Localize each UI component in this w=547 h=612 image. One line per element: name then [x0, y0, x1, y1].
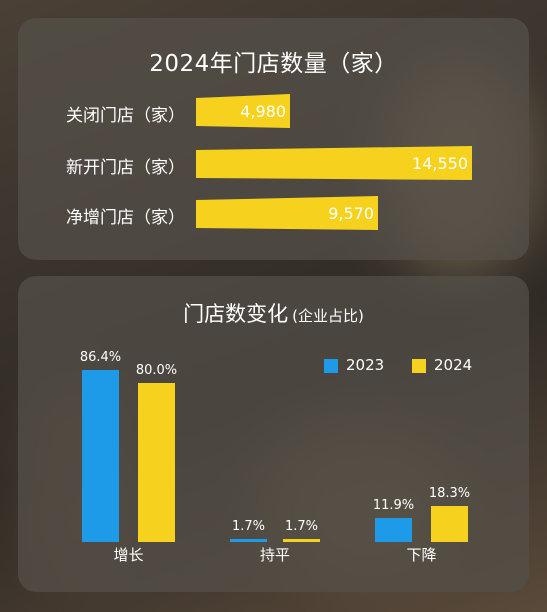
store-count-value-label: 9,570 — [328, 204, 374, 223]
store-count-value-label: 4,980 — [240, 102, 286, 121]
bar-下降-2024 — [431, 506, 468, 542]
bar-value-label: 18.3% — [428, 486, 471, 501]
category-label: 下降 — [406, 546, 437, 564]
store-change-panel: 门店数变化 (企业占比) 2023 2024 86.4% 80.0% 增长 1.7% 1.7… — [18, 276, 529, 592]
store-count-bar — [196, 146, 472, 180]
bar-下降-2023 — [375, 518, 412, 542]
legend-label-2024: 2024 — [434, 356, 473, 374]
store-count-bar — [196, 94, 290, 128]
legend-swatch-2024 — [412, 359, 426, 373]
store-count-panel: 2024年门店数量（家） 关闭门店（家） 4,980 新开门店（家） 14,550 净增… — [18, 18, 529, 260]
bar-持平-2023 — [230, 539, 267, 542]
store-count-value-label: 14,550 — [412, 154, 468, 173]
store-count-category-label: 关闭门店（家） — [66, 106, 185, 126]
bar-value-label: 86.4% — [79, 350, 122, 365]
store-count-bar — [196, 196, 378, 230]
bar-持平-2024 — [283, 539, 320, 542]
bar-增长-2024 — [138, 383, 175, 542]
bar-value-label: 80.0% — [135, 363, 178, 378]
bar-value-label: 1.7% — [231, 519, 266, 534]
category-label: 持平 — [259, 546, 290, 564]
store-count-category-label: 净增门店（家） — [66, 208, 185, 228]
legend-swatch-2023 — [324, 359, 338, 373]
store-change-subtitle: (企业占比) — [292, 307, 364, 325]
store-change-title-main: 门店数变化 — [183, 302, 289, 326]
bar-增长-2023 — [82, 370, 119, 542]
legend-label-2023: 2023 — [346, 356, 385, 374]
store-count-title: 2024年门店数量（家） — [149, 51, 398, 77]
category-label: 增长 — [113, 546, 144, 564]
bar-value-label: 1.7% — [284, 519, 319, 534]
store-count-category-label: 新开门店（家） — [66, 158, 185, 178]
store-change-title: 门店数变化 (企业占比) — [18, 298, 529, 328]
bar-value-label: 11.9% — [372, 498, 415, 513]
